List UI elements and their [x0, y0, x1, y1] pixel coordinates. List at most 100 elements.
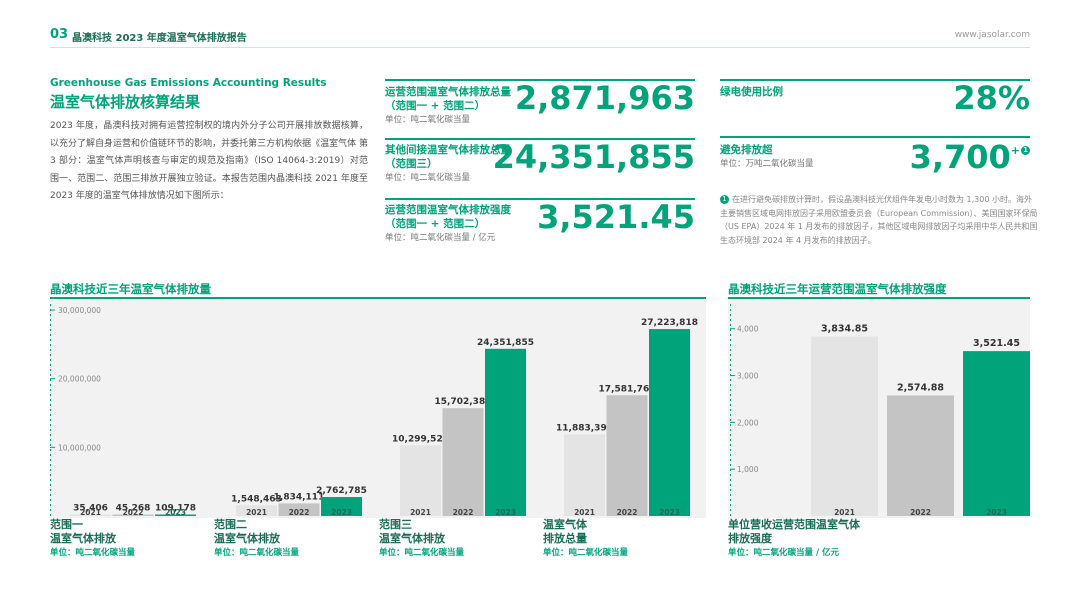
metric-divider — [385, 198, 695, 200]
bar — [887, 395, 954, 516]
bar — [564, 434, 605, 516]
emissions-chart-divider — [50, 297, 706, 299]
y-tick-label: 10,000,000 — [58, 443, 101, 452]
bar-value-label: 11,883,394 — [556, 423, 613, 433]
metric-value: 24,351,855 — [492, 138, 695, 176]
footnote-marker[interactable]: 1 — [1021, 146, 1030, 155]
metric-avoided-emissions: 避免排放超 单位：万吨二氧化碳当量 3,700+ 1 — [720, 136, 1030, 184]
bar-year-label: 2022 — [910, 508, 931, 517]
footnote: 1 在进行避免碳排放计算时，假设晶澳科技光伏组件年发电小时数为 1,300 小时。… — [720, 193, 1038, 247]
metric-suffix: + — [1010, 144, 1020, 157]
emissions-chart-title: 晶澳科技近三年温室气体排放量 — [50, 282, 211, 296]
metric-scope3-total: 其他间接温室气体排放总量 （范围三） 单位：吨二氧化碳当量 24,351,855 — [385, 138, 695, 188]
footnote-marker: 1 — [720, 195, 729, 204]
metric-unit: 单位：万吨二氧化碳当量 — [720, 159, 814, 169]
bar — [963, 351, 1030, 516]
metric-divider — [385, 79, 695, 81]
bar-value-label: 35,406 — [73, 504, 108, 514]
metric-unit: 单位：吨二氧化碳当量 / 亿元 — [385, 233, 496, 243]
bar-value-label: 3,521.45 — [973, 338, 1020, 349]
bar — [606, 395, 648, 516]
bar-year-label: 2023 — [331, 508, 352, 517]
bar-year-label: 2021 — [574, 508, 595, 517]
group-label-line1: 范围三 — [379, 518, 412, 531]
bar-year-label: 2021 — [246, 508, 267, 517]
metric-label-line2: （范围一 + 范围二） — [385, 218, 486, 230]
bar — [278, 503, 320, 516]
group-unit: 单位：吨二氧化碳当量 — [543, 548, 629, 558]
y-tick-label: 1,000 — [737, 465, 759, 474]
intensity-chart-title: 晶澳科技近三年运营范围温室气体排放强度 — [728, 282, 947, 296]
metric-unit: 单位：吨二氧化碳当量 — [385, 115, 471, 125]
section-title-cn: 温室气体排放核算结果 — [50, 93, 201, 111]
page-number: 03 — [50, 27, 69, 42]
group-label-line2: 排放总量 — [543, 532, 587, 545]
bar — [811, 336, 878, 516]
group-label-total: 温室气体 排放总量 单位：吨二氧化碳当量 — [543, 518, 628, 560]
metric-green-power: 绿电使用比例 28% — [720, 79, 1030, 125]
bar-value-label: 1,834,111 — [274, 492, 325, 502]
y-tick-label: 20,000,000 — [58, 375, 101, 384]
group-label-line1: 范围二 — [214, 518, 247, 531]
website-link[interactable]: www.jasolar.com — [954, 30, 1030, 40]
bar-value-label: 45,268 — [116, 504, 151, 514]
metric-label-line2: （范围一 + 范围二） — [385, 100, 486, 112]
bar — [70, 514, 111, 516]
metric-unit: 单位：吨二氧化碳当量 — [385, 173, 471, 183]
group-label-line1: 温室气体 — [543, 518, 587, 531]
bar — [155, 514, 196, 516]
y-tick-label: 3,000 — [737, 372, 759, 381]
metric-label-line1: 运营范围温室气体排放强度 — [385, 204, 511, 216]
group-label-scope1: 范围一 温室气体排放 单位：吨二氧化碳当量 — [50, 518, 135, 560]
metric-label: 运营范围温室气体排放总量 （范围一 + 范围二） — [385, 85, 511, 113]
header-divider — [50, 47, 1030, 48]
metric-label: 其他间接温室气体排放总量 （范围三） — [385, 143, 511, 171]
bar-value-label: 1,548,463 — [231, 494, 282, 504]
group-unit: 单位：吨二氧化碳当量 — [214, 548, 300, 558]
bar-value-label: 17,581,761 — [599, 384, 656, 394]
intensity-group-label: 单位营收运营范围温室气体 排放强度 单位：吨二氧化碳当量 / 亿元 — [728, 518, 860, 560]
metric-divider — [720, 136, 1030, 138]
group-label-scope3: 范围三 温室气体排放 单位：吨二氧化碳当量 — [379, 518, 464, 560]
report-title: 晶澳科技 2023 年度温室气体排放报告 — [72, 33, 247, 44]
group-label-line1: 单位营收运营范围温室气体 — [728, 518, 860, 531]
y-tick-label: 30,000,000 — [58, 306, 101, 315]
metric-label: 运营范围温室气体排放强度 （范围一 + 范围二） — [385, 203, 511, 231]
bar-year-label: 2023 — [659, 508, 680, 517]
intensity-chart-divider — [728, 297, 1030, 299]
bar-value-label: 2,574.88 — [897, 382, 944, 393]
bar-value-label: 2,762,785 — [316, 486, 367, 496]
group-label-line2: 温室气体排放 — [214, 532, 280, 545]
bar — [112, 514, 154, 516]
bar — [400, 445, 441, 516]
bar-year-label: 2021 — [834, 508, 855, 517]
group-unit: 单位：吨二氧化碳当量 — [50, 548, 136, 558]
bar — [442, 408, 484, 516]
bar-year-label: 2022 — [123, 508, 144, 517]
metric-value: 28% — [953, 79, 1030, 117]
metric-label-line2: （范围三） — [385, 158, 438, 170]
intro-paragraph: 2023 年度，晶澳科技对拥有运营控制权的境内外分子公司开展排放数据核算，以充分… — [50, 121, 368, 201]
bar — [321, 497, 362, 516]
bar — [485, 348, 526, 516]
bar-year-label: 2023 — [986, 508, 1007, 517]
metric-divider — [720, 79, 1030, 81]
bar-value-label: 3,834.85 — [821, 323, 868, 334]
bar-year-label: 2023 — [165, 508, 186, 517]
group-label-scope2: 范围二 温室气体排放 单位：吨二氧化碳当量 — [214, 518, 299, 560]
group-label-line2: 排放强度 — [728, 532, 772, 545]
metric-label: 绿电使用比例 — [720, 86, 783, 98]
bar-value-label: 10,299,525 — [392, 434, 449, 444]
bar-value-label: 15,702,382 — [435, 397, 492, 407]
bar-value-label: 24,351,855 — [477, 338, 534, 348]
metric-intensity: 运营范围温室气体排放强度 （范围一 + 范围二） 单位：吨二氧化碳当量 / 亿元… — [385, 198, 695, 248]
metric-value: 3,521.45 — [537, 198, 695, 236]
section-title-en: Greenhouse Gas Emissions Accounting Resu… — [50, 77, 327, 89]
bar-value-label: 109,178 — [155, 504, 196, 514]
bar-year-label: 2022 — [289, 508, 310, 517]
metric-label-line1: 运营范围温室气体排放总量 — [385, 86, 511, 98]
emissions-bar-chart: 10,000,000 20,000,000 30,000,000 35,406 2021… — [50, 304, 698, 517]
metric-divider — [385, 138, 695, 140]
group-label-line1: 范围一 — [50, 518, 83, 531]
group-label-line2: 温室气体排放 — [50, 532, 116, 545]
